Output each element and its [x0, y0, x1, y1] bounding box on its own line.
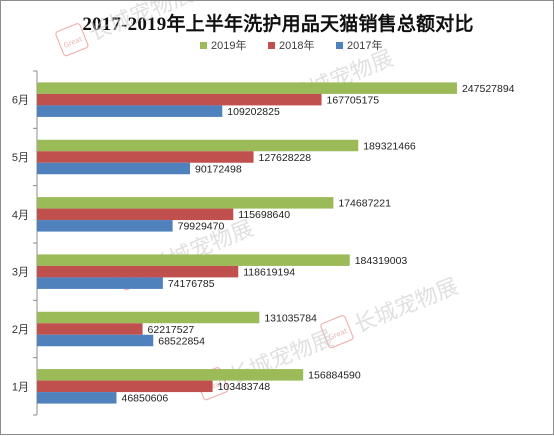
data-label: 62217527 [148, 324, 195, 336]
bar-2017年-3月 [37, 277, 163, 289]
chart-title: 2017-2019年上半年洗护用品天猫销售总额对比 [82, 14, 474, 35]
plot-area: 1月 156884590 103483748 46850606 2月 131035784 6… [12, 70, 515, 416]
bar-2017年-4月 [37, 220, 173, 232]
data-label: 156884590 [308, 370, 361, 382]
bar-2018年-4月 [37, 208, 234, 221]
data-label: 74176785 [168, 278, 215, 290]
data-label: 103483748 [218, 381, 271, 393]
data-label: 115698640 [238, 209, 290, 221]
legend-label-2: 2018年 [279, 38, 314, 52]
watermark-logo-icon [55, 23, 89, 57]
bar-2018年-2月 [37, 323, 143, 335]
legend-swatch-1 [200, 42, 207, 49]
y-tick-label: 1月 [12, 381, 29, 393]
watermark-text: 长城宠物展 [86, 1, 197, 46]
bar-2019年-1月 [37, 369, 304, 381]
legend-swatch-3 [336, 42, 343, 49]
legend-swatch-2 [268, 42, 275, 49]
data-label: 189321466 [363, 140, 416, 152]
bar-2017年-6月 [37, 105, 223, 117]
legend-label-1: 2019年 [211, 38, 246, 52]
data-label: 127628228 [259, 152, 312, 164]
bar-2017年-5月 [37, 162, 190, 175]
y-tick-label: 6月 [12, 95, 29, 107]
watermark-logo-text: Great [62, 35, 83, 50]
y-tick-label: 5月 [12, 152, 29, 164]
bar-2017年-2月 [37, 334, 154, 347]
data-label: 131035784 [264, 312, 317, 324]
data-label: 79929470 [178, 221, 225, 233]
y-tick-label: 4月 [12, 209, 29, 221]
bar-2019年-2月 [37, 311, 260, 324]
data-label: 46850606 [121, 393, 168, 405]
data-label: 118619194 [243, 266, 295, 278]
bar-2019年-6月 [37, 82, 457, 94]
bar-2019年-5月 [37, 139, 359, 152]
y-tick-label: 2月 [12, 324, 29, 336]
y-tick-label: 3月 [12, 267, 29, 279]
bar-2019年-4月 [37, 197, 334, 209]
watermark-4: Great 长城宠物展 [320, 274, 462, 349]
legend-label-3: 2017年 [347, 38, 382, 52]
bar-2018年-6月 [37, 93, 322, 106]
bar-2018年-1月 [37, 380, 213, 393]
bar-2018年-5月 [37, 151, 254, 163]
watermark-logo-icon [320, 315, 354, 349]
data-label: 109202825 [227, 106, 280, 118]
watermark-1: Great 长城宠物展 [55, 1, 197, 57]
legend: 2019年 2018年 2017年 [200, 38, 382, 52]
data-label: 174687221 [338, 198, 391, 210]
data-label: 247527894 [462, 83, 515, 95]
bar-2019年-3月 [37, 254, 350, 266]
data-label: 184319003 [355, 255, 408, 267]
data-label: 68522854 [158, 335, 205, 347]
bar-2018年-3月 [37, 265, 239, 278]
data-label: 167705175 [327, 94, 380, 106]
data-label: 90172498 [195, 163, 242, 175]
bar-2017年-1月 [37, 392, 117, 404]
watermark-text: 长城宠物展 [351, 274, 462, 338]
